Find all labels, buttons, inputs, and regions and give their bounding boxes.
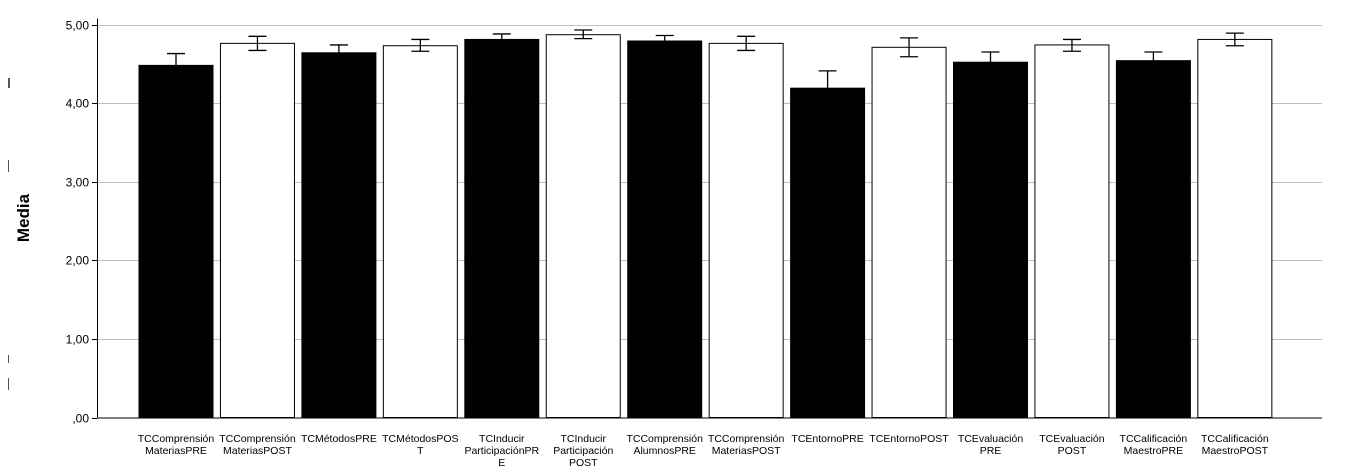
x-tick-label: TCCalificación: [1201, 433, 1269, 445]
y-axis-label: Media: [14, 193, 33, 242]
x-tick-label: TCEntornoPRE: [791, 433, 863, 445]
x-tick-labels: TCComprensiónMateriasPRETCComprensiónMat…: [138, 433, 1269, 469]
y-tick-label: 5,00: [66, 19, 90, 33]
x-tick-label: TCEvaluación: [1039, 433, 1105, 445]
x-tick-label: TCComprensión: [708, 433, 785, 445]
x-tick-label: MaestroPRE: [1124, 445, 1184, 457]
error-bars: [167, 29, 1244, 107]
bar: [1034, 44, 1110, 418]
x-tick-label: MaestroPOST: [1202, 445, 1269, 457]
edge-artifact: [8, 78, 10, 88]
x-tick-label: TCComprensión: [219, 433, 296, 445]
x-tick-label: T: [417, 445, 424, 457]
y-tick-label: 2,00: [66, 254, 90, 268]
x-tick-label: TCInducir: [560, 433, 606, 445]
x-tick-label: TCMétodosPOS: [382, 433, 458, 445]
bar: [627, 40, 703, 418]
bar: [871, 46, 947, 418]
x-tick-label: TCComprensión: [138, 433, 215, 445]
x-tick-label: TCEvaluación: [958, 433, 1024, 445]
y-tick-label: ,00: [72, 412, 89, 426]
x-tick-label: TCCalificación: [1120, 433, 1188, 445]
x-tick-label: TCInducir: [479, 433, 525, 445]
x-tick-label: MateriasPOST: [223, 445, 292, 457]
x-tick-label: E: [498, 457, 505, 469]
bar: [219, 42, 295, 418]
x-tick-label: ParticipaciónPR: [464, 445, 539, 457]
bar: [1115, 60, 1191, 418]
bar: [545, 34, 621, 419]
bar: [382, 45, 458, 419]
edge-artifact: [8, 378, 9, 390]
x-tick-label: TCEntornoPOST: [869, 433, 949, 445]
x-tick-label: TCComprensión: [626, 433, 703, 445]
bar: [464, 38, 540, 419]
x-tick-label: Participación: [553, 445, 613, 457]
bar: [301, 52, 377, 419]
bar: [953, 61, 1028, 419]
x-tick-label: MateriasPOST: [712, 445, 781, 457]
axes: [92, 18, 1322, 419]
x-tick-label: MateriasPRE: [145, 445, 207, 457]
x-tick-label: POST: [1058, 445, 1087, 457]
y-tick-labels: ,00 1,00 2,00 3,00 4,00 5,00: [66, 19, 90, 426]
bar: [1197, 38, 1273, 419]
edge-artifact: [8, 355, 9, 363]
x-tick-label: TCMétodosPRE: [301, 433, 377, 445]
x-tick-label: AlumnosPRE: [633, 445, 695, 457]
x-tick-label: POST: [569, 457, 598, 469]
y-tick-label: 1,00: [66, 333, 90, 347]
y-tick-label: 3,00: [66, 176, 90, 190]
bars: [138, 34, 1273, 419]
x-tick-label: PRE: [980, 445, 1002, 457]
bar: [138, 64, 214, 418]
edge-artifact: [8, 160, 9, 172]
bar: [708, 42, 784, 418]
y-tick-label: 4,00: [66, 97, 90, 111]
bar: [790, 87, 866, 419]
